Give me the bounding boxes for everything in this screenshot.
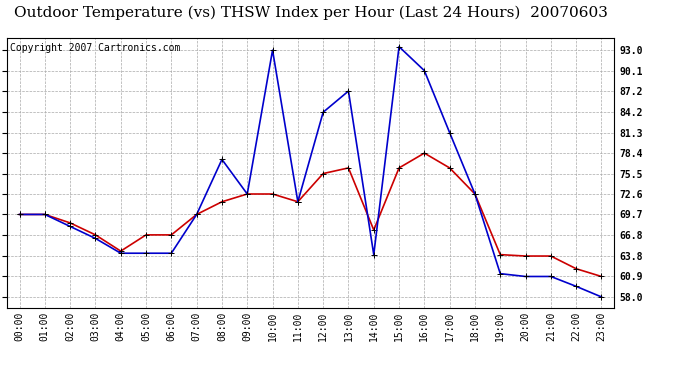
- Text: Outdoor Temperature (vs) THSW Index per Hour (Last 24 Hours)  20070603: Outdoor Temperature (vs) THSW Index per …: [14, 6, 607, 20]
- Text: Copyright 2007 Cartronics.com: Copyright 2007 Cartronics.com: [10, 43, 180, 53]
